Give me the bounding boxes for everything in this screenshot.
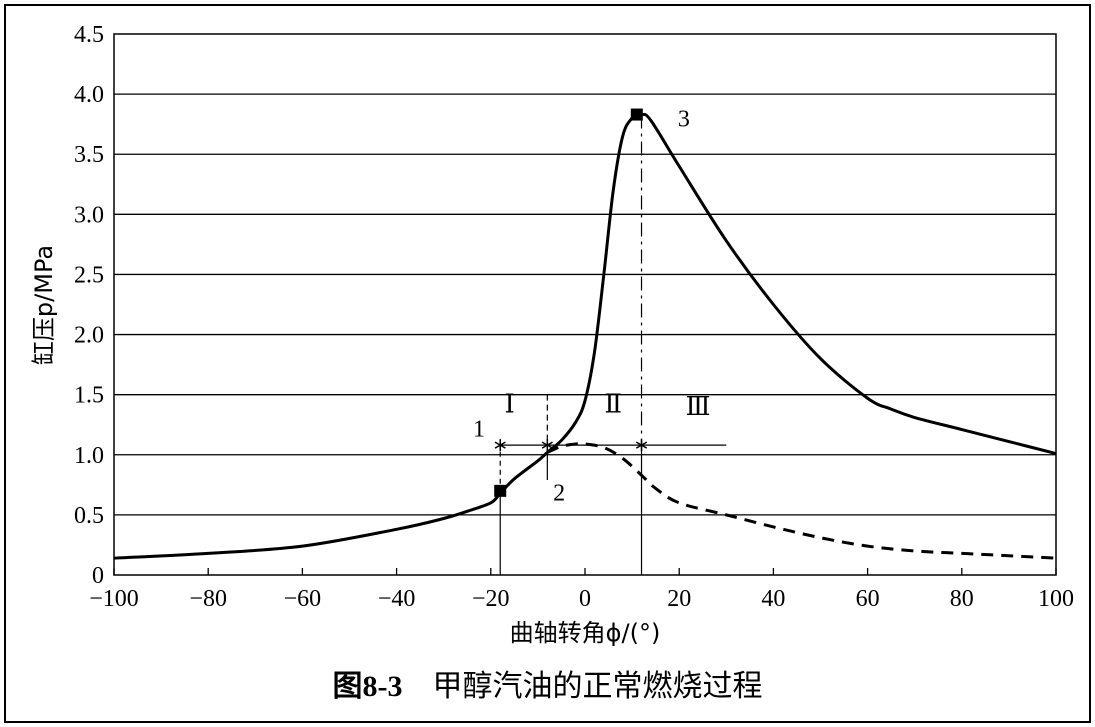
y-tick-label: 2.5 xyxy=(74,262,104,288)
y-tick-label: 2.0 xyxy=(74,323,104,349)
phase-label: Ⅰ xyxy=(504,390,514,419)
y-tick-label: 4.5 xyxy=(74,22,104,48)
y-tick-label: 1.5 xyxy=(74,383,104,409)
annotation-label-1: 1 xyxy=(473,417,485,443)
y-axis-label: 缸压p/MPa xyxy=(30,245,58,365)
x-tick-label: 100 xyxy=(1038,586,1074,612)
chart: 00.51.01.52.02.53.03.54.04.5 −100 −80 −60−… xyxy=(30,22,1074,647)
phase-star-marker xyxy=(635,439,648,452)
annotation-label-2: 2 xyxy=(553,480,565,506)
star-stroke xyxy=(541,441,553,449)
x-tick-label: 40 xyxy=(761,586,785,612)
grid-lines xyxy=(114,93,1056,516)
x-tick-labels: −100 −80 −60 −40 −20 0 20 40 60 80 100 xyxy=(89,568,1074,612)
y-tick-label: 3.0 xyxy=(74,202,104,228)
y-tick-label: 0 xyxy=(92,563,104,589)
figure-caption: 图8-3 甲醇汽油的正常燃烧过程 xyxy=(0,661,1095,705)
x-tick-label: −60 xyxy=(284,586,322,612)
phase-label: Ⅲ xyxy=(686,392,711,421)
plot-area-border xyxy=(113,33,1057,576)
phase-star-marker xyxy=(541,439,553,452)
phase-star-marker xyxy=(494,439,506,452)
series-line-solid xyxy=(113,112,1057,560)
series-line-dashed xyxy=(546,442,1057,560)
annotation-labels: Ⅰ Ⅱ Ⅲ 1 2 3 xyxy=(473,107,711,507)
y-tick-label: 0.5 xyxy=(74,503,104,529)
annotation-label-3: 3 xyxy=(678,107,690,133)
phase-label: Ⅱ xyxy=(604,390,622,419)
star-stroke xyxy=(635,441,648,449)
x-tick-label: 20 xyxy=(667,586,691,612)
y-tick-label: 1.0 xyxy=(74,443,104,469)
y-tick-labels: 0 0.5 1.0 1.5 2.0 2.5 3.0 3.5 4.0 4.5 xyxy=(74,22,104,589)
x-tick-label: −20 xyxy=(472,586,510,612)
phase-line xyxy=(494,439,727,452)
y-tick-label: 4.0 xyxy=(74,82,104,108)
caption-text: 甲醇汽油的正常燃烧过程 xyxy=(432,669,763,704)
x-tick-label: −40 xyxy=(378,586,416,612)
star-stroke xyxy=(494,441,506,449)
x-axis-label: 曲轴转角ϕ/(°) xyxy=(510,619,661,647)
figure-frame xyxy=(4,4,1091,723)
x-tick-label: 60 xyxy=(856,586,880,612)
x-tick-label: −80 xyxy=(189,586,227,612)
x-tick-label: 80 xyxy=(950,586,974,612)
y-tick-label: 3.5 xyxy=(74,142,104,168)
marker-point-2 xyxy=(494,484,507,497)
x-tick-label: 0 xyxy=(579,586,591,612)
x-tick-label: −100 xyxy=(89,586,139,612)
caption-number: 图8-3 xyxy=(332,670,403,703)
markers xyxy=(494,108,643,497)
series-lines xyxy=(113,112,1057,560)
phase-divider-lines xyxy=(499,114,643,575)
marker-point-3 xyxy=(630,108,643,121)
